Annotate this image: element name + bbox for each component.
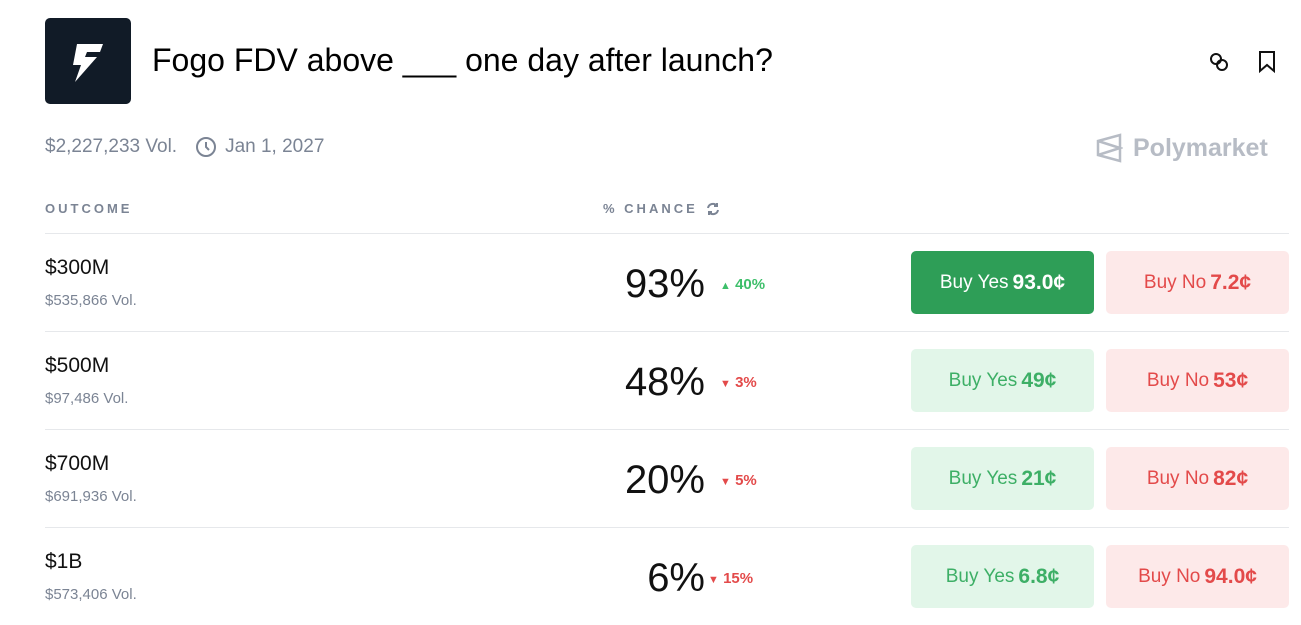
buy-yes-button[interactable]: Buy Yes 6.8¢ xyxy=(911,545,1094,608)
buy-yes-button[interactable]: Buy Yes 21¢ xyxy=(911,447,1094,510)
outcome-row[interactable]: $1B $573,406 Vol. 6% ▼ 15% Buy Yes 6.8¢ B… xyxy=(45,527,1289,625)
chance-change: ▼ 5% xyxy=(720,472,757,489)
outcome-row[interactable]: $700M $691,936 Vol. 20% ▼ 5% Buy Yes 21¢ … xyxy=(45,429,1289,527)
end-date: Jan 1, 2027 xyxy=(225,136,325,157)
triangle-down-icon: ▼ xyxy=(720,378,731,390)
clock-icon xyxy=(196,137,217,157)
outcome-chance: 6% xyxy=(647,556,705,600)
chance-header-label: % CHANCE xyxy=(603,201,698,216)
buy-no-button[interactable]: Buy No 82¢ xyxy=(1106,447,1289,510)
outcome-volume: $535,866 Vol. xyxy=(45,292,137,309)
outcome-chance: 93% xyxy=(624,262,705,306)
triangle-down-icon: ▼ xyxy=(720,476,731,488)
brand-name: Polymarket xyxy=(1133,133,1268,162)
brand-logo: Polymarket xyxy=(1095,133,1268,163)
buy-yes-button[interactable]: Buy Yes 49¢ xyxy=(911,349,1094,412)
buy-no-button[interactable]: Buy No 53¢ xyxy=(1106,349,1289,412)
outcome-name: $300M xyxy=(45,256,110,279)
market-logo xyxy=(45,18,131,104)
outcome-name: $700M xyxy=(45,452,110,475)
bookmark-icon[interactable] xyxy=(1256,50,1280,74)
buy-no-button[interactable]: Buy No 7.2¢ xyxy=(1106,251,1289,314)
chance-change: ▼ 3% xyxy=(720,374,757,391)
outcome-row[interactable]: $500M $97,486 Vol. 48% ▼ 3% Buy Yes 49¢ B… xyxy=(45,331,1289,429)
outcome-row[interactable]: $300M $535,866 Vol. 93% ▲ 40% Buy Yes 93.… xyxy=(45,233,1289,331)
outcome-name: $500M xyxy=(45,354,110,377)
triangle-down-icon: ▼ xyxy=(708,574,719,586)
chance-header[interactable]: % CHANCE xyxy=(603,201,720,216)
outcome-name: $1B xyxy=(45,550,83,573)
buy-no-button[interactable]: Buy No 94.0¢ xyxy=(1106,545,1289,608)
polymarket-icon xyxy=(1096,133,1123,163)
chance-change: ▼ 15% xyxy=(708,570,754,587)
link-icon[interactable] xyxy=(1207,50,1231,74)
triangle-up-icon: ▲ xyxy=(720,280,731,292)
outcome-header: OUTCOME xyxy=(45,201,133,216)
lightning-icon xyxy=(73,44,103,82)
buy-yes-button[interactable]: Buy Yes 93.0¢ xyxy=(911,251,1094,314)
chance-change: ▲ 40% xyxy=(720,276,766,293)
refresh-icon[interactable] xyxy=(706,202,720,216)
total-volume: $2,227,233 Vol. xyxy=(45,136,178,157)
outcome-volume: $573,406 Vol. xyxy=(45,586,137,603)
outcome-chance: 20% xyxy=(624,458,705,502)
market-meta: $2,227,233 Vol. Jan 1, 2027 xyxy=(45,136,324,158)
outcome-volume: $97,486 Vol. xyxy=(45,390,129,407)
outcome-volume: $691,936 Vol. xyxy=(45,488,137,505)
page-title: Fogo FDV above ___ one day after launch? xyxy=(152,42,773,78)
outcome-chance: 48% xyxy=(624,360,705,404)
